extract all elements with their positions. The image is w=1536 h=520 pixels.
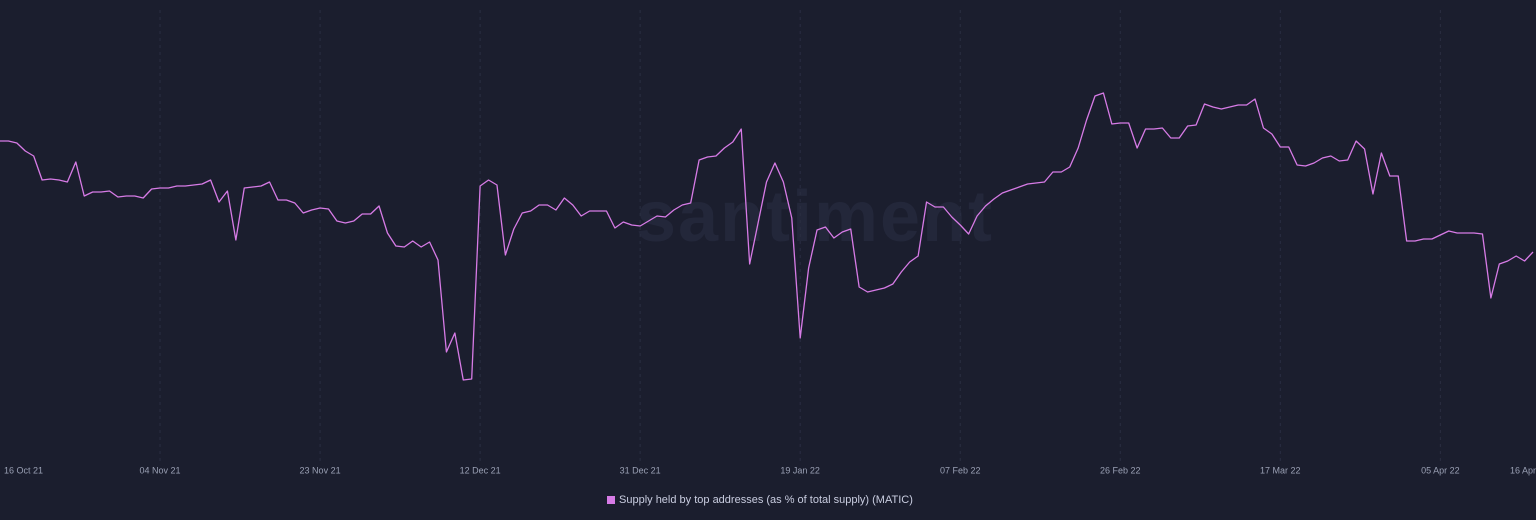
x-tick-label: 12 Dec 21 (460, 465, 501, 475)
x-tick-label: 16 Apr (1510, 465, 1536, 475)
x-tick-label: 19 Jan 22 (780, 465, 820, 475)
x-tick-label: 05 Apr 22 (1421, 465, 1460, 475)
x-tick-label: 17 Mar 22 (1260, 465, 1301, 475)
x-tick-label: 16 Oct 21 (4, 465, 43, 475)
x-tick-label: 04 Nov 21 (140, 465, 181, 475)
x-tick-label: 07 Feb 22 (940, 465, 981, 475)
x-tick-label: 31 Dec 21 (620, 465, 661, 475)
watermark: santiment (636, 177, 994, 257)
x-tick-label: 26 Feb 22 (1100, 465, 1141, 475)
x-tick-label: 23 Nov 21 (300, 465, 341, 475)
data-line (0, 92, 1534, 381)
legend-swatch (607, 496, 615, 504)
legend-label: Supply held by top addresses (as % of to… (619, 494, 913, 506)
